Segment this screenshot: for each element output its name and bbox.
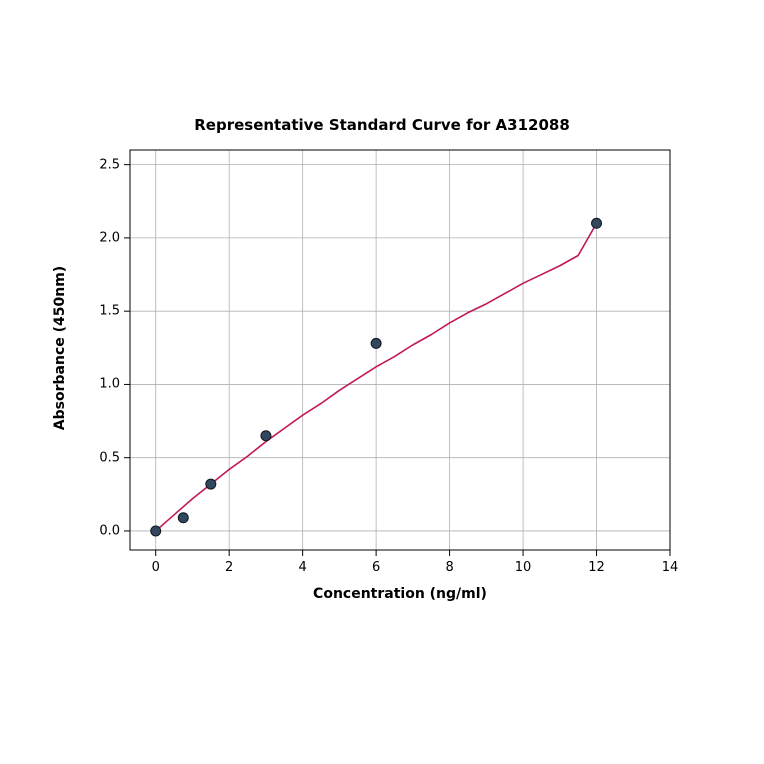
data-point-marker — [206, 479, 216, 489]
y-axis-label: Absorbance (450nm) — [52, 148, 68, 548]
x-tick-label: 4 — [299, 560, 307, 575]
y-tick-label: 2.5 — [80, 157, 120, 172]
axes-spines — [130, 150, 670, 550]
x-tick-label: 0 — [152, 560, 160, 575]
x-tick-label: 2 — [225, 560, 233, 575]
figure: Representative Standard Curve for A31208… — [0, 0, 764, 764]
y-tick-label: 1.5 — [80, 304, 120, 319]
chart-title: Representative Standard Curve for A31208… — [0, 116, 764, 134]
x-tick-label: 10 — [515, 560, 532, 575]
x-tick-label: 6 — [372, 560, 380, 575]
y-tick-label: 0.5 — [80, 450, 120, 465]
y-tick-label: 0.0 — [80, 523, 120, 538]
plot-svg — [130, 150, 670, 550]
x-tick-label: 8 — [445, 560, 453, 575]
y-tick-label: 2.0 — [80, 230, 120, 245]
data-point-marker — [151, 526, 161, 536]
y-tick-label: 1.0 — [80, 377, 120, 392]
x-axis-label: Concentration (ng/ml) — [130, 586, 670, 602]
data-point-marker — [261, 431, 271, 441]
x-tick-label: 14 — [662, 560, 679, 575]
x-tick-label: 12 — [588, 560, 605, 575]
plot-area — [130, 150, 670, 550]
data-point-marker — [178, 513, 188, 523]
data-point-marker — [592, 218, 602, 228]
data-point-marker — [371, 338, 381, 348]
